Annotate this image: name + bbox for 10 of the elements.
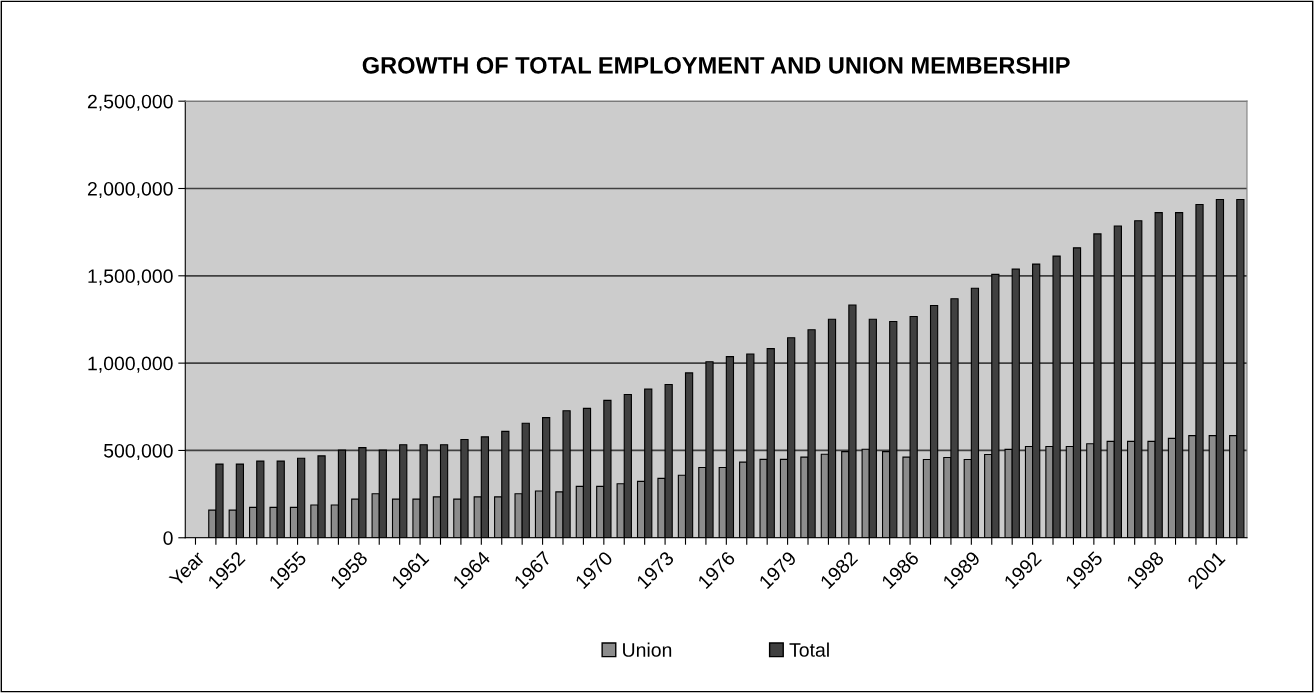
y-tick-label: 2,000,000 bbox=[87, 181, 173, 199]
y-tick-label: 0 bbox=[163, 531, 173, 546]
y-tick-label: 1,500,000 bbox=[88, 269, 173, 286]
y-tick-label: 500,000 bbox=[103, 443, 173, 460]
legend-label: Union bbox=[623, 642, 672, 657]
x-tick-label: Year bbox=[168, 550, 206, 588]
chart-title: GROWTH OF TOTAL EMPLOYMENT AND UNION MEMBERSHIP bbox=[362, 56, 1070, 74]
legend-label: Total bbox=[789, 642, 829, 657]
y-tick-label: 1,000,000 bbox=[88, 356, 173, 373]
y-tick-label: 2,500,000 bbox=[87, 94, 173, 111]
